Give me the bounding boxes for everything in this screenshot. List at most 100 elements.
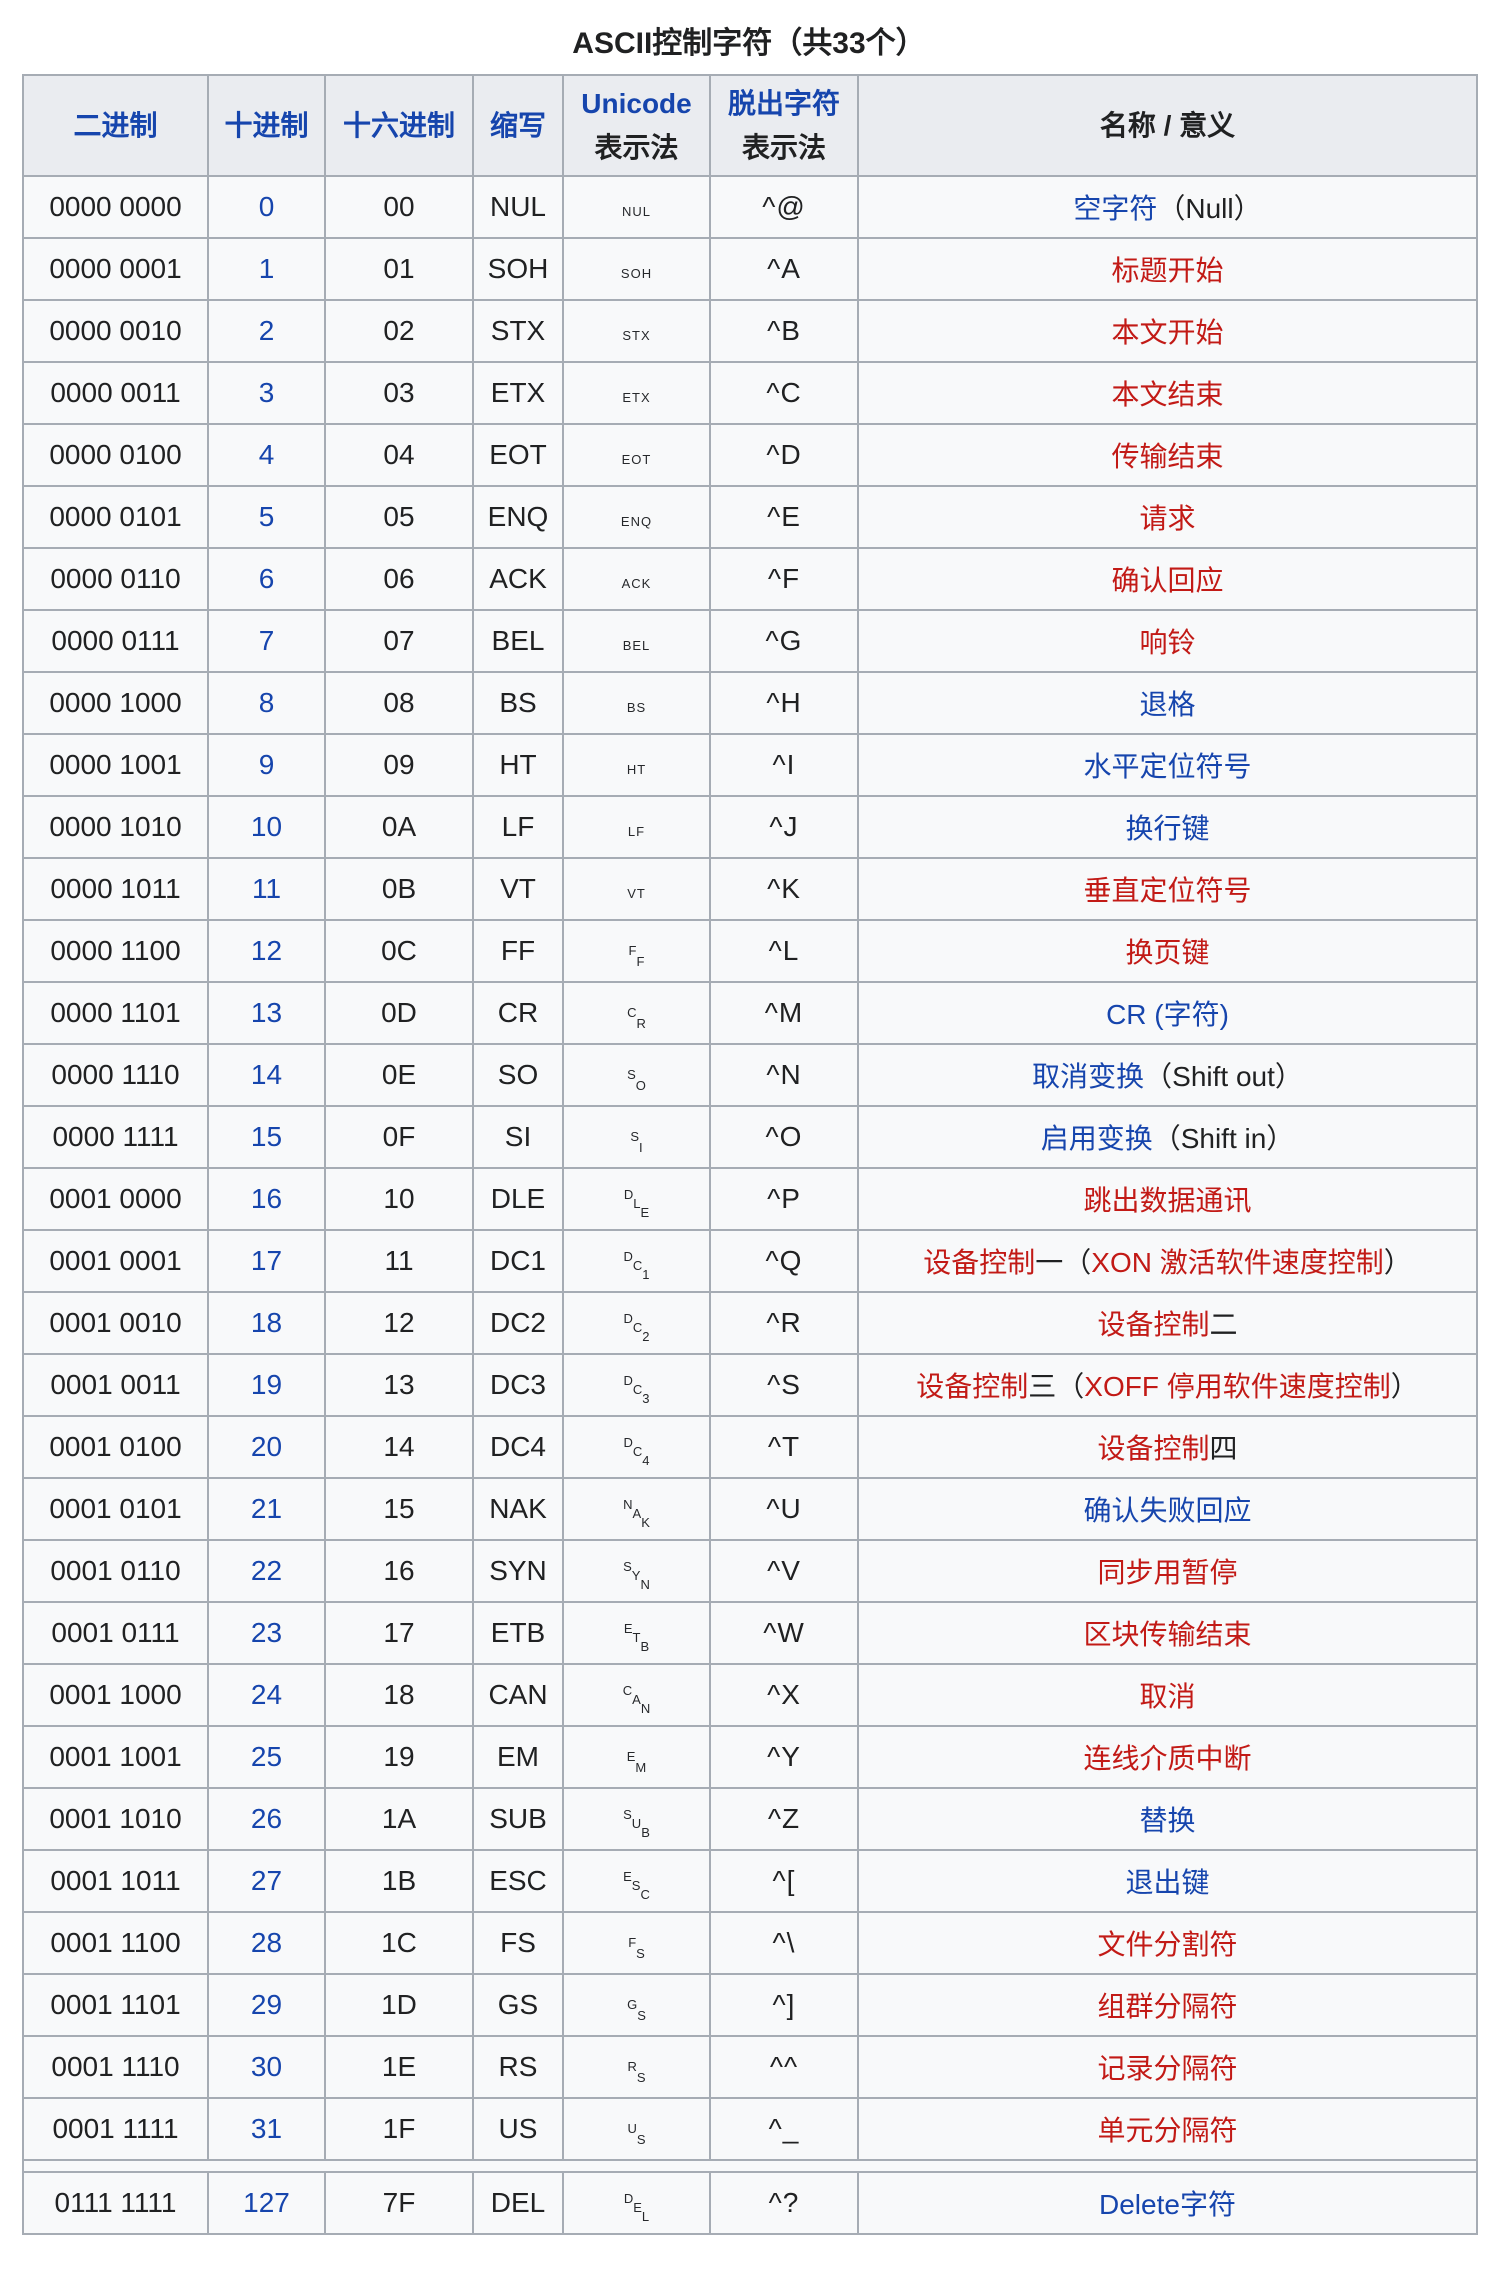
header-link-hex[interactable]: 十六进制 <box>342 109 455 141</box>
abbr-value: DC3 <box>489 1369 546 1400</box>
wiki-link[interactable]: 同步用暂停 <box>1097 1557 1238 1588</box>
decimal-cell: 10 <box>207 795 326 859</box>
escape-notation-cell: ^D <box>709 423 859 487</box>
wiki-link[interactable]: 垂直定位符号 <box>1083 875 1252 906</box>
wiki-link[interactable]: 传输结束 <box>1111 441 1224 472</box>
wiki-link[interactable]: XOFF 停用软件速度控制 <box>1084 1371 1391 1402</box>
decimal-link[interactable]: 2 <box>258 315 275 346</box>
wiki-link[interactable]: 文件分割符 <box>1097 1929 1238 1960</box>
glyph-letter: L <box>641 2209 650 2224</box>
abbr-cell: NUL <box>472 175 564 239</box>
decimal-link[interactable]: 22 <box>250 1555 283 1586</box>
header-link-decimal[interactable]: 十进制 <box>224 109 309 141</box>
wiki-link[interactable]: 取消 <box>1139 1681 1196 1712</box>
decimal-link[interactable]: 23 <box>250 1617 283 1648</box>
name-cell: 本文开始 <box>857 299 1478 363</box>
wiki-link[interactable]: 设备控制 <box>1097 1309 1210 1340</box>
header-link-escape[interactable]: 脱出字符 <box>727 88 840 120</box>
decimal-link[interactable]: 13 <box>250 997 283 1028</box>
decimal-link[interactable]: 8 <box>258 687 275 718</box>
decimal-link[interactable]: 6 <box>258 563 275 594</box>
decimal-link[interactable]: 27 <box>250 1865 283 1896</box>
decimal-link[interactable]: 21 <box>250 1493 283 1524</box>
decimal-link[interactable]: 15 <box>250 1121 283 1152</box>
table-header: 二进制 十进制 十六进制 缩写 Unicode 表示法 脱出字符 表示法 名称 / 意义 <box>22 74 1478 177</box>
decimal-link[interactable]: 9 <box>258 749 275 780</box>
wiki-link[interactable]: 确认回应 <box>1111 565 1224 596</box>
binary-cell: 0001 1111 <box>22 2097 209 2161</box>
hex-cell: 18 <box>324 1663 474 1727</box>
decimal-link[interactable]: 5 <box>258 501 275 532</box>
control-picture-glyph: US <box>627 2113 645 2146</box>
wiki-link[interactable]: 替换 <box>1139 1805 1196 1836</box>
wiki-link[interactable]: 单元分隔符 <box>1097 2115 1238 2146</box>
wiki-link[interactable]: 组群分隔符 <box>1097 1991 1238 2022</box>
table-row: 0001 0101 21 15 NAK NAK ^U 确认失败回应 <box>22 1477 1478 1541</box>
wiki-link[interactable]: 水平定位符号 <box>1083 751 1252 782</box>
decimal-cell: 8 <box>207 671 326 735</box>
wiki-link[interactable]: 跳出数据通讯 <box>1083 1185 1252 1216</box>
escape-notation-cell: ^O <box>709 1105 859 1169</box>
decimal-link[interactable]: 24 <box>250 1679 283 1710</box>
glyph-letter: D <box>623 1435 633 1450</box>
wiki-link[interactable]: Delete字符 <box>1099 2189 1236 2220</box>
hex-value: 1C <box>381 1927 417 1958</box>
wiki-link[interactable]: 设备控制 <box>923 1247 1036 1278</box>
decimal-link[interactable]: 17 <box>250 1245 283 1276</box>
decimal-link[interactable]: 26 <box>250 1803 283 1834</box>
wiki-link[interactable]: 记录分隔符 <box>1097 2053 1238 2084</box>
decimal-link[interactable]: 10 <box>250 811 283 842</box>
name-cell: 同步用暂停 <box>857 1539 1478 1603</box>
wiki-link[interactable]: 取消变换 <box>1032 1061 1145 1092</box>
binary-cell: 0001 1011 <box>22 1849 209 1913</box>
wiki-link[interactable]: CR (字符) <box>1106 999 1229 1030</box>
wiki-link[interactable]: 设备控制 <box>916 1371 1029 1402</box>
decimal-link[interactable]: 4 <box>258 439 275 470</box>
decimal-link[interactable]: 29 <box>250 1989 283 2020</box>
wiki-link[interactable]: 本文开始 <box>1111 317 1224 348</box>
wiki-link[interactable]: 空字符 <box>1073 193 1158 224</box>
decimal-link[interactable]: 30 <box>250 2051 283 2082</box>
glyph-letter: D <box>623 1249 633 1264</box>
wiki-link[interactable]: 设备控制 <box>1097 1433 1210 1464</box>
table-row: 0001 1001 25 19 EM EM ^Y 连线介质中断 <box>22 1725 1478 1789</box>
wiki-link[interactable]: 连线介质中断 <box>1083 1743 1252 1774</box>
decimal-link[interactable]: 7 <box>258 625 275 656</box>
binary-value: 0000 1110 <box>51 1059 180 1090</box>
wiki-link[interactable]: 退出键 <box>1125 1867 1210 1898</box>
hex-cell: 0F <box>324 1105 474 1169</box>
wiki-link[interactable]: 换页键 <box>1125 937 1210 968</box>
decimal-link[interactable]: 1 <box>258 253 275 284</box>
escape-value: ^S <box>767 1369 801 1400</box>
decimal-link[interactable]: 19 <box>250 1369 283 1400</box>
wiki-link[interactable]: 响铃 <box>1139 627 1196 658</box>
wiki-link[interactable]: 退格 <box>1139 689 1196 720</box>
wiki-link[interactable]: 换行键 <box>1125 813 1210 844</box>
decimal-link[interactable]: 127 <box>243 2187 290 2218</box>
wiki-link[interactable]: 本文结束 <box>1111 379 1224 410</box>
control-picture-glyph: ESC <box>623 1865 650 1901</box>
decimal-link[interactable]: 3 <box>258 377 275 408</box>
decimal-link[interactable]: 31 <box>250 2113 283 2144</box>
decimal-link[interactable]: 25 <box>250 1741 283 1772</box>
decimal-link[interactable]: 12 <box>250 935 283 966</box>
decimal-link[interactable]: 28 <box>250 1927 283 1958</box>
wiki-link[interactable]: 区块传输结束 <box>1083 1619 1252 1650</box>
header-link-abbr[interactable]: 缩写 <box>489 109 546 141</box>
hex-value: 18 <box>383 1679 415 1710</box>
wiki-link[interactable]: 请求 <box>1139 503 1196 534</box>
decimal-link[interactable]: 14 <box>250 1059 283 1090</box>
decimal-link[interactable]: 11 <box>251 873 282 904</box>
header-link-unicode[interactable]: Unicode <box>581 88 692 120</box>
wiki-link[interactable]: 启用变换 <box>1040 1123 1153 1154</box>
glyph-letter: E <box>623 1621 633 1636</box>
wiki-link[interactable]: 标题开始 <box>1111 255 1224 286</box>
decimal-link[interactable]: 0 <box>258 191 275 222</box>
decimal-link[interactable]: 16 <box>250 1183 283 1214</box>
wiki-link[interactable]: 确认失败回应 <box>1083 1495 1252 1526</box>
decimal-link[interactable]: 20 <box>250 1431 283 1462</box>
decimal-link[interactable]: 18 <box>250 1307 283 1338</box>
wiki-link[interactable]: XON 激活软件速度控制 <box>1091 1247 1384 1278</box>
abbr-cell: ETB <box>472 1601 564 1665</box>
header-link-binary[interactable]: 二进制 <box>73 109 158 141</box>
